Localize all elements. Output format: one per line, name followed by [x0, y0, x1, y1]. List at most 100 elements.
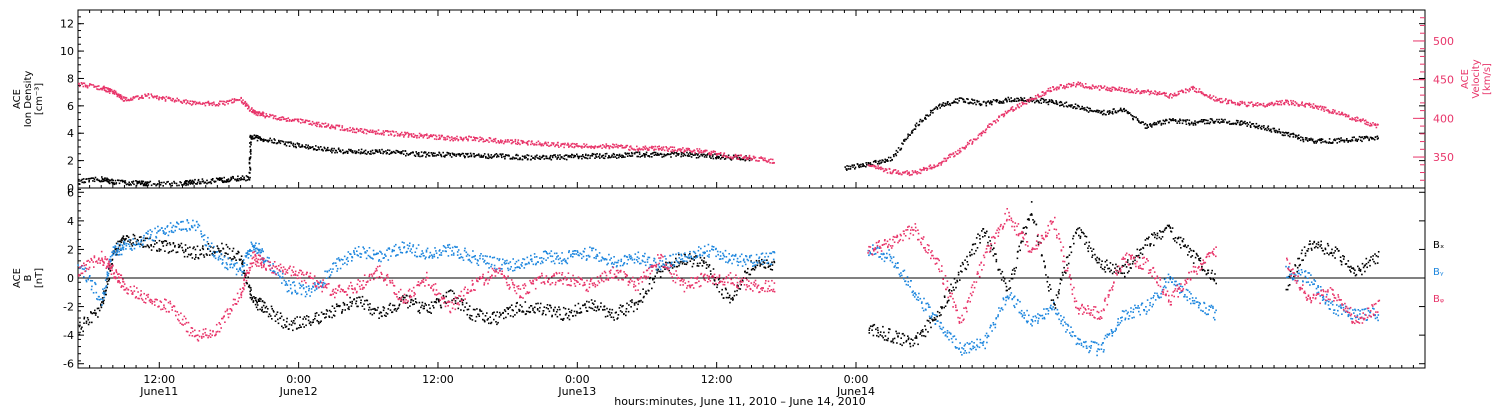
data-point: [265, 305, 268, 308]
data-point: [1217, 98, 1219, 100]
data-point: [366, 299, 369, 302]
data-point: [713, 280, 716, 282]
data-point: [1016, 97, 1018, 100]
data-point: [1106, 259, 1108, 262]
data-point: [1357, 119, 1359, 122]
data-point: [572, 156, 575, 159]
data-point: [360, 299, 362, 302]
data-point: [414, 134, 416, 137]
data-point: [551, 155, 554, 157]
data-point: [92, 312, 95, 314]
data-point: [407, 132, 410, 135]
data-point: [1218, 99, 1220, 102]
data-point: [957, 153, 959, 155]
data-point: [330, 150, 332, 152]
data-point: [736, 155, 738, 158]
data-point: [1104, 260, 1107, 263]
data-point: [296, 316, 298, 318]
data-point: [664, 268, 666, 270]
data-point: [451, 136, 453, 138]
data-point: [1252, 105, 1254, 108]
data-point: [754, 265, 757, 268]
data-point: [697, 156, 700, 159]
data-point: [1072, 107, 1074, 109]
data-point: [1225, 98, 1227, 100]
data-point: [246, 176, 249, 178]
data-point: [106, 271, 109, 273]
data-point: [741, 157, 744, 159]
data-point: [936, 310, 939, 313]
data-point: [213, 252, 216, 254]
data-point: [865, 162, 867, 164]
data-point: [1073, 106, 1076, 108]
data-point: [916, 332, 919, 334]
data-point: [1066, 83, 1068, 86]
data-point: [767, 262, 770, 265]
data-point: [266, 140, 268, 142]
data-point: [1317, 108, 1320, 110]
data-point: [192, 180, 195, 183]
data-point: [1007, 111, 1009, 113]
data-point: [468, 305, 471, 307]
data-point: [771, 261, 773, 264]
data-point: [538, 155, 541, 158]
data-point: [1220, 118, 1223, 121]
data-point: [92, 177, 95, 179]
data-point: [141, 94, 143, 97]
data-point: [728, 157, 731, 159]
data-point: [120, 179, 123, 182]
data-point: [590, 307, 592, 309]
data-point: [1304, 106, 1306, 108]
data-point: [1004, 282, 1007, 285]
data-point: [145, 245, 147, 248]
data-point: [1294, 265, 1297, 267]
data-point: [626, 302, 628, 305]
data-point: [262, 138, 265, 141]
data-point: [517, 139, 520, 141]
data-point: [721, 293, 723, 296]
data-point: [415, 301, 418, 304]
data-point: [298, 143, 301, 145]
data-point: [697, 150, 700, 152]
data-point: [385, 312, 388, 314]
data-point: [449, 154, 451, 157]
data-point: [215, 177, 218, 180]
data-point: [1025, 232, 1027, 235]
data-point: [426, 137, 429, 139]
data-point: [1114, 89, 1116, 91]
data-point: [594, 306, 597, 308]
data-point: [314, 315, 317, 317]
data-point: [426, 133, 428, 135]
data-point: [921, 119, 923, 122]
data-point: [1133, 116, 1135, 118]
data-point: [913, 128, 916, 130]
data-point: [1063, 271, 1066, 273]
data-point: [1282, 131, 1284, 134]
data-point: [380, 152, 382, 154]
series-0: [78, 96, 1379, 187]
data-point: [1058, 289, 1060, 291]
data-point: [1077, 227, 1079, 230]
data-point: [294, 317, 296, 320]
data-point: [281, 116, 284, 118]
data-point: [967, 98, 969, 101]
data-point: [722, 153, 725, 156]
data-point: [186, 101, 189, 104]
data-point: [452, 137, 455, 140]
data-point: [753, 269, 756, 271]
data-point: [887, 331, 890, 334]
data-point: [304, 121, 307, 124]
data-point: [1004, 97, 1007, 100]
data-point: [102, 86, 105, 88]
data-point: [368, 306, 371, 309]
data-point: [737, 158, 740, 160]
data-point: [645, 147, 648, 149]
data-point: [1165, 95, 1168, 97]
data-point: [1253, 104, 1256, 106]
right-tick-label: 500: [1433, 35, 1454, 48]
data-point: [255, 297, 257, 299]
data-point: [123, 100, 126, 102]
data-point: [484, 140, 486, 142]
data-point: [312, 321, 314, 323]
data-point: [1333, 138, 1336, 140]
